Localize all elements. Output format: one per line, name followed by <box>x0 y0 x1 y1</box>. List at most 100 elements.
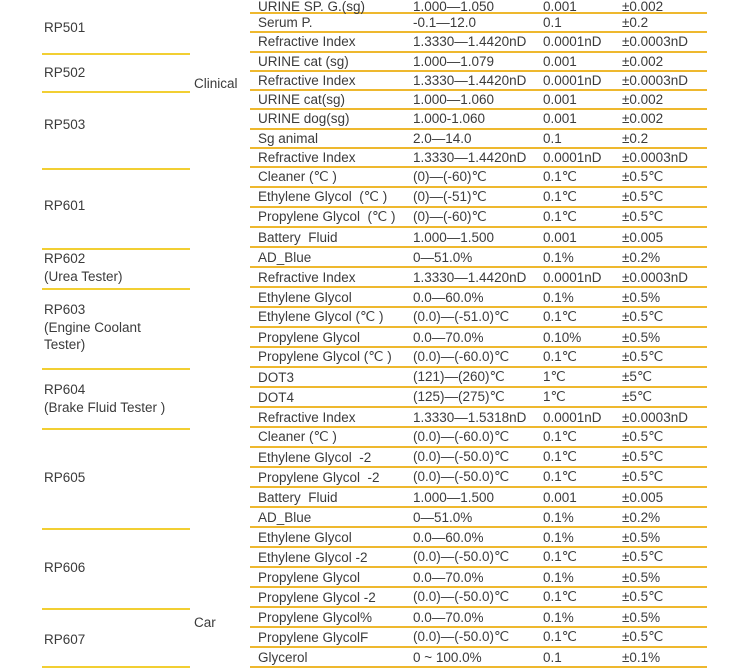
parameter-cell: AD_Blue <box>258 249 312 265</box>
spec-row: URINE cat (sg) 1.000—1.079 0.001 ±0.002 <box>250 53 707 72</box>
spec-rows: URINE SP. G.(sg) 1.000—1.050 0.001 ±0.00… <box>250 0 707 668</box>
model-label-rp605: RP605 <box>44 470 86 485</box>
parameter-cell: Cleaner (℃ ) <box>258 429 337 444</box>
parameter-cell: Glycerol <box>258 649 308 665</box>
resolution-cell: 0.0001nD <box>543 409 602 425</box>
model-label-rp604: RP604 (Brake Fluid Tester ) <box>44 382 166 415</box>
resolution-cell: 0.0001nD <box>543 72 602 88</box>
accuracy-cell: ±0.5% <box>622 329 661 345</box>
model-separator <box>42 91 190 93</box>
range-cell: (0.0)—(-50.0)℃ <box>413 469 510 484</box>
resolution-cell: 0.001 <box>543 92 577 108</box>
spec-row: Ethylene Glycol -2 (0.0)—(-50.0)℃ 0.1℃ ±… <box>250 548 707 568</box>
spec-row: DOT3 (121)—(260)℃ 1℃ ±5℃ <box>250 368 707 388</box>
parameter-cell: Refractive Index <box>258 149 356 165</box>
parameter-cell: Propylene Glycol <box>258 569 361 585</box>
accuracy-cell: ±0.002 <box>622 92 664 108</box>
resolution-cell: 0.1℃ <box>543 589 577 604</box>
spec-row: Refractive Index 1.3330—1.4420nD 0.0001n… <box>250 33 707 53</box>
model-separator <box>42 52 190 55</box>
resolution-cell: 0.0001nD <box>543 149 602 165</box>
resolution-cell: 0.1℃ <box>543 209 577 224</box>
range-cell: 1.3330—1.5318nD <box>413 409 527 425</box>
range-cell: -0.1—12.0 <box>413 15 477 31</box>
range-cell: 0.0—70.0% <box>413 609 484 625</box>
resolution-cell: 0.1 <box>543 15 562 31</box>
spec-row: Ethylene Glycol 0.0—60.0% 0.1% ±0.5% <box>250 528 707 548</box>
parameter-cell: DOT4 <box>258 389 295 405</box>
category-label-car: Car <box>194 615 216 630</box>
spec-row: Ethylene Glycol (℃ ) (0)—(-51)℃ 0.1℃ ±0.… <box>250 188 707 208</box>
accuracy-cell: ±0.5% <box>622 609 661 625</box>
range-cell: (0)—(-51)℃ <box>413 189 487 204</box>
spec-row: URINE dog(sg) 1.000-1.060 0.001 ±0.002 <box>250 110 707 130</box>
range-cell: (0.0)—(-60.0)℃ <box>413 429 510 444</box>
range-cell: 0—51.0% <box>413 509 473 525</box>
resolution-cell: 0.0001nD <box>543 269 602 285</box>
spec-row: Battery Fluid 1.000—1.500 0.001 ±0.005 <box>250 228 707 248</box>
spec-row: Propylene Glycol -2 (0.0)—(-50.0)℃ 0.1℃ … <box>250 468 707 488</box>
spec-row: Propylene Glycol -2 (0.0)—(-50.0)℃ 0.1℃ … <box>250 588 707 608</box>
resolution-cell: 0.1℃ <box>543 349 577 364</box>
model-separator <box>42 288 190 290</box>
parameter-cell: Ethylene Glycol <box>258 289 352 305</box>
range-cell: 1.3330—1.4420nD <box>413 34 527 50</box>
spec-row: Ethylene Glycol -2 (0.0)—(-50.0)℃ 0.1℃ ±… <box>250 448 707 468</box>
parameter-cell: Ethylene Glycol -2 <box>258 449 372 465</box>
range-cell: (0.0)—(-50.0)℃ <box>413 629 510 644</box>
resolution-cell: 0.1% <box>543 609 574 625</box>
accuracy-cell: ±0.0003nD <box>622 149 688 165</box>
spec-row: Propylene GlycolF (0.0)—(-50.0)℃ 0.1℃ ±0… <box>250 628 707 648</box>
category-label-clinical: Clinical <box>194 76 238 91</box>
range-cell: 0 ~ 100.0% <box>413 649 482 665</box>
spec-row: Propylene Glycol% 0.0—70.0% 0.1% ±0.5% <box>250 608 707 628</box>
accuracy-cell: ±0.2 <box>622 15 649 31</box>
spec-row: Propylene Glycol 0.0—70.0% 0.1% ±0.5% <box>250 568 707 588</box>
accuracy-cell: ±0.0003nD <box>622 269 688 285</box>
resolution-cell: 0.1℃ <box>543 549 577 564</box>
accuracy-cell: ±5℃ <box>622 369 653 384</box>
range-cell: 0.0—60.0% <box>413 289 484 305</box>
parameter-cell: Battery Fluid <box>258 489 338 505</box>
resolution-cell: 0.1℃ <box>543 469 577 484</box>
parameter-cell: Ethylene Glycol <box>258 529 352 545</box>
range-cell: 1.000—1.500 <box>413 229 495 245</box>
spec-row: Battery Fluid 1.000—1.500 0.001 ±0.005 <box>250 488 707 508</box>
range-cell: 1.000—1.050 <box>413 0 495 14</box>
range-cell: (121)—(260)℃ <box>413 369 505 384</box>
resolution-cell: 0.1% <box>543 569 574 585</box>
parameter-cell: Ethylene Glycol (℃ ) <box>258 189 388 204</box>
parameter-cell: Propylene Glycol <box>258 329 361 345</box>
parameter-cell: Refractive Index <box>258 269 356 285</box>
resolution-cell: 1℃ <box>543 389 566 404</box>
range-cell: (0.0)—(-50.0)℃ <box>413 589 510 604</box>
spec-row: DOT4 (125)—(275)℃ 1℃ ±5℃ <box>250 388 707 408</box>
accuracy-cell: ±0.0003nD <box>622 34 688 50</box>
parameter-cell: Propylene Glycol -2 <box>258 469 380 485</box>
model-separator <box>42 248 190 250</box>
model-separator <box>42 428 190 430</box>
model-separator <box>42 368 190 370</box>
model-separator <box>42 168 190 170</box>
accuracy-cell: ±0.5% <box>622 289 661 305</box>
parameter-cell: Battery Fluid <box>258 229 338 245</box>
model-separator <box>42 608 190 610</box>
accuracy-cell: ±0.1% <box>622 649 661 665</box>
spec-row: Glycerol 0 ~ 100.0% 0.1 ±0.1% <box>250 648 707 668</box>
parameter-cell: Ethylene Glycol -2 <box>258 549 368 565</box>
parameter-cell: Cleaner (℃ ) <box>258 169 337 184</box>
parameter-cell: Propylene Glycol (℃ ) <box>258 209 396 224</box>
accuracy-cell: ±0.5℃ <box>622 589 664 604</box>
resolution-cell: 0.1℃ <box>543 629 577 644</box>
model-separator <box>42 666 190 668</box>
range-cell: 1.000—1.060 <box>413 92 495 108</box>
range-cell: 1.3330—1.4420nD <box>413 269 527 285</box>
range-cell: (0.0)—(-50.0)℃ <box>413 449 510 464</box>
parameter-cell: URINE cat (sg) <box>258 53 349 69</box>
parameter-cell: AD_Blue <box>258 509 312 525</box>
spec-row: Cleaner (℃ ) (0)—(-60)℃ 0.1℃ ±0.5℃ <box>250 168 707 188</box>
resolution-cell: 0.1℃ <box>543 449 577 464</box>
resolution-cell: 0.1% <box>543 289 574 305</box>
resolution-cell: 0.001 <box>543 111 577 127</box>
accuracy-cell: ±0.005 <box>622 229 664 245</box>
